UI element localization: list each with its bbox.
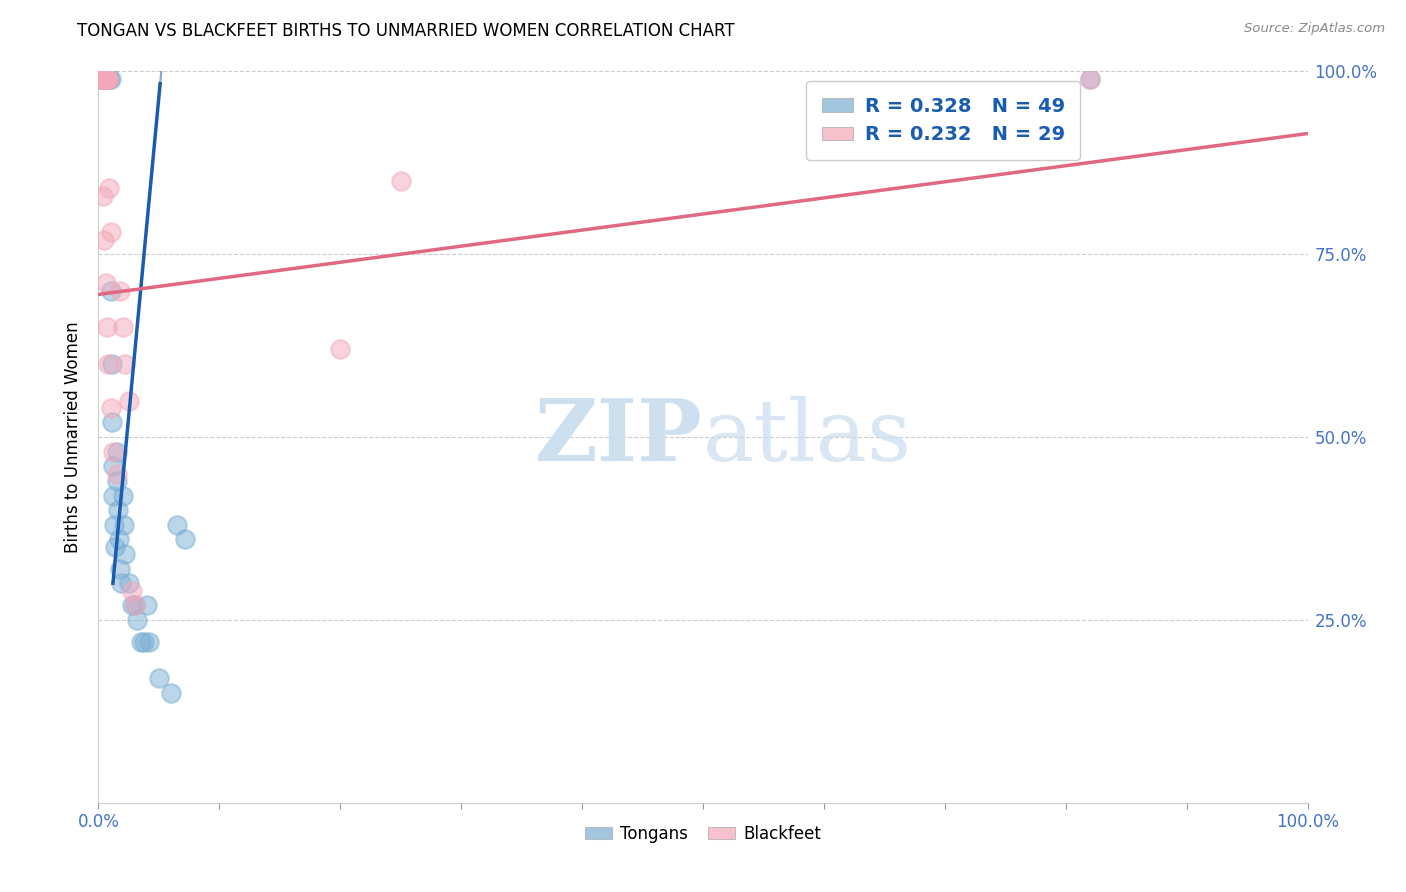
Point — [105, 467, 128, 481]
Point — [138, 635, 160, 649]
Point — [105, 444, 128, 458]
Point — [174, 533, 197, 547]
Point — [111, 489, 134, 503]
Point — [93, 71, 115, 86]
Point — [127, 613, 149, 627]
Point — [166, 517, 188, 532]
Point — [97, 357, 120, 371]
Text: TONGAN VS BLACKFEET BIRTHS TO UNMARRIED WOMEN CORRELATION CHART: TONGAN VS BLACKFEET BIRTHS TO UNMARRIED … — [77, 22, 735, 40]
Point — [93, 71, 115, 86]
Point — [103, 517, 125, 532]
Y-axis label: Births to Unmarried Women: Births to Unmarried Women — [65, 321, 83, 553]
Point — [108, 562, 131, 576]
Point — [96, 71, 118, 86]
Point — [121, 599, 143, 613]
Point — [91, 71, 114, 86]
Point — [94, 71, 117, 86]
Point — [94, 71, 117, 86]
Point — [134, 635, 156, 649]
Point — [93, 233, 115, 247]
Point — [94, 71, 117, 86]
Point — [91, 71, 114, 86]
Point — [96, 71, 118, 86]
Legend: Tongans, Blackfeet: Tongans, Blackfeet — [578, 818, 828, 849]
Point — [97, 71, 120, 86]
Point — [98, 71, 121, 86]
Point — [100, 71, 122, 86]
Point — [124, 599, 146, 613]
Point — [96, 71, 118, 86]
Point — [1078, 71, 1101, 86]
Point — [96, 71, 118, 86]
Point — [112, 517, 135, 532]
Point — [105, 474, 128, 488]
Point — [90, 71, 112, 86]
Point — [96, 71, 118, 86]
Point — [100, 284, 122, 298]
Point — [100, 225, 122, 239]
Point — [93, 71, 115, 86]
Point — [98, 181, 121, 195]
Point — [101, 444, 124, 458]
Point — [100, 401, 122, 415]
Text: ZIP: ZIP — [536, 395, 703, 479]
Point — [91, 188, 114, 202]
Point — [91, 71, 114, 86]
Point — [97, 71, 120, 86]
Point — [121, 583, 143, 598]
Point — [160, 686, 183, 700]
Point — [129, 635, 152, 649]
Point — [329, 343, 352, 357]
Point — [98, 71, 121, 86]
Point — [100, 416, 122, 430]
Point — [118, 576, 141, 591]
Point — [108, 284, 131, 298]
Point — [148, 672, 170, 686]
Point — [91, 71, 114, 86]
Text: Source: ZipAtlas.com: Source: ZipAtlas.com — [1244, 22, 1385, 36]
Point — [94, 71, 117, 86]
Point — [101, 489, 124, 503]
Point — [104, 540, 127, 554]
Point — [94, 277, 117, 291]
Point — [91, 71, 114, 86]
Point — [1078, 71, 1101, 86]
Point — [96, 71, 118, 86]
Point — [135, 599, 157, 613]
Point — [107, 503, 129, 517]
Point — [97, 71, 120, 86]
Point — [96, 320, 118, 334]
Point — [114, 547, 136, 561]
Point — [93, 71, 115, 86]
Point — [118, 393, 141, 408]
Point — [101, 459, 124, 474]
Point — [91, 71, 114, 86]
Point — [97, 71, 120, 86]
Point — [100, 357, 122, 371]
Point — [97, 71, 120, 86]
Point — [124, 599, 146, 613]
Point — [389, 174, 412, 188]
Point — [94, 71, 117, 86]
Point — [110, 576, 132, 591]
Point — [114, 357, 136, 371]
Point — [108, 533, 131, 547]
Point — [111, 320, 134, 334]
Text: atlas: atlas — [703, 395, 912, 479]
